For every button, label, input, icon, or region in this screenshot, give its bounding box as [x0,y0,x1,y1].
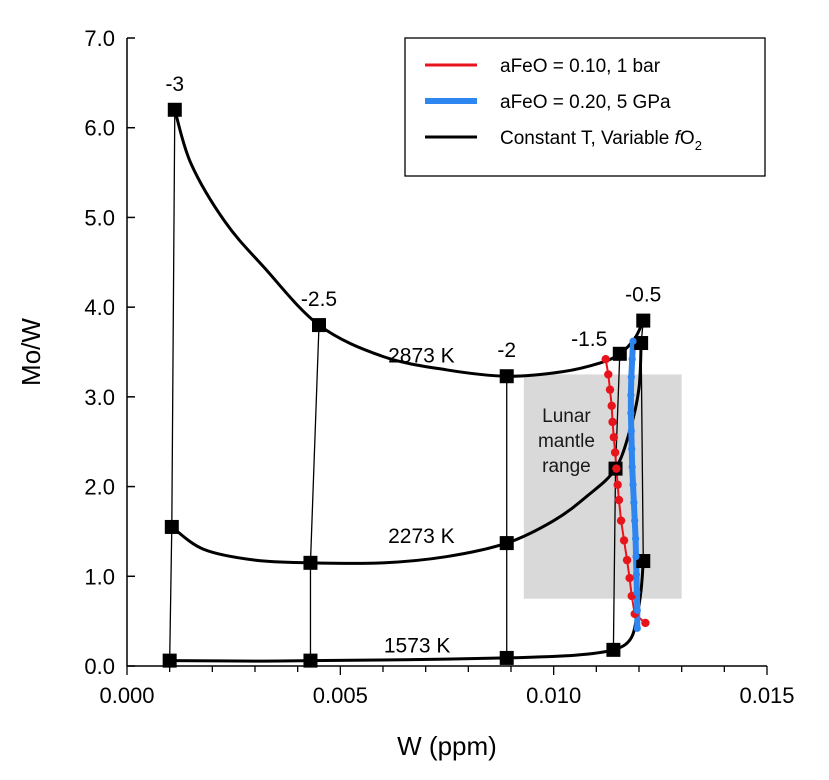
data-point-afeo-0-20 [628,355,636,363]
x-axis-title: W (ppm) [397,731,497,761]
legend-label: aFeO = 0.20, 5 GPa [500,92,671,113]
data-point-1573-k [606,642,621,657]
data-point-afeo-0-10 [616,516,626,525]
data-point-2273-k [164,519,179,534]
legend-label: aFeO = 0.10, 1 bar [500,56,661,77]
data-point-afeo-0-20 [627,409,635,417]
x-tick-label: 0.005 [313,683,368,708]
data-point-2873-k [167,102,182,117]
lunar-mantle-range-box [523,374,682,599]
y-tick-label: 7.0 [84,26,115,51]
data-point-afeo-0-20 [627,373,635,381]
data-point-2273-k [303,555,318,570]
data-point-afeo-0-20 [630,499,638,507]
data-point-afeo-0-10 [614,495,624,505]
data-point-afeo-0-20 [632,552,640,561]
data-point-afeo-0-20 [628,463,636,471]
series-line-3 [169,109,176,662]
data-point-afeo-0-20 [627,427,635,435]
legend: aFeO = 0.10, 1 bar aFeO = 0.20, 5 GPa Cons… [404,37,766,177]
y-tick-label: 0.0 [84,654,115,679]
legend-label: Constant T, Variable fO2 [500,128,702,153]
x-tick-label: 0.010 [526,683,581,708]
region-label-line: Lunar [542,406,591,427]
data-point-2273-k [499,536,514,551]
legend-label-part: Constant T, Variable [500,128,675,149]
data-point-afeo-0-10 [608,417,617,427]
annotation-0-5: -0.5 [625,284,661,307]
y-tick-label: 1.0 [84,564,115,589]
y-tick-label: 4.0 [84,295,115,320]
data-point-afeo-0-20 [629,481,637,489]
data-point-2873-k [312,318,326,333]
annotation-2-5: -2.5 [301,288,337,311]
data-point-afeo-0-10 [619,536,629,545]
data-point-afeo-0-20 [632,570,641,579]
data-point-afeo-0-20 [627,391,635,399]
data-point-afeo-0-10 [625,573,634,583]
data-point-2873-k [636,313,651,328]
legend-label-part: f [675,128,682,149]
data-point-2273-k [634,336,649,351]
x-tick-label: 0.015 [739,683,794,708]
data-point-afeo-0-10 [612,464,621,473]
marker-layer [162,102,651,668]
data-point-1573-k [162,653,177,668]
lunar-mantle-range-label: Lunar mantle range [538,406,595,477]
data-point-afeo-0-10 [604,370,613,379]
legend-label-sub: 2 [695,138,702,153]
annotation-2: -2 [497,339,516,362]
y-tick-label: 5.0 [84,205,115,230]
axes: 0.0 1.0 2.0 3.0 4.0 5.0 6.0 7.0 0.000 0.005 0.010 0… [16,26,795,761]
data-point-afeo-0-10 [609,433,619,442]
data-point-afeo-0-20 [633,624,641,632]
data-point-afeo-0-10 [613,480,622,489]
data-point-2873-k [612,346,627,361]
data-point-afeo-0-10 [622,555,632,565]
series-line-2-5 [309,324,320,662]
data-point-afeo-0-10 [641,618,650,628]
annotation-2273-k: 2273 K [388,525,455,548]
data-point-afeo-0-20 [628,445,636,453]
x-tick-label: 0.000 [99,683,154,708]
annotation-2873-k: 2873 K [388,345,455,368]
annotation-layer: -3 -2.5 -2 -1.5 -0.5 2873 K 2273 K 1573 K [165,73,661,658]
region-label-line: mantle [538,431,595,452]
y-tick-label: 3.0 [84,385,115,410]
data-point-1573-k [303,653,318,668]
data-point-afeo-0-10 [601,354,610,364]
legend-label-part: O [680,128,695,149]
annotation-1573-k: 1573 K [384,634,451,657]
y-tick-label: 6.0 [84,116,115,141]
data-point-afeo-0-20 [633,588,641,597]
data-point-1573-k [499,650,514,665]
data-point-1573-k [636,554,651,569]
y-axis-title: Mo/W [16,318,46,386]
data-point-afeo-0-10 [605,385,615,394]
legend-box [404,37,766,177]
y-tick-label: 2.0 [84,475,115,500]
lunar-mantle-range-region: Lunar mantle range [523,374,682,599]
data-point-afeo-0-20 [629,337,637,345]
annotation-1-5: -1.5 [571,328,607,351]
data-point-afeo-0-10 [610,448,620,457]
data-point-afeo-0-20 [631,517,639,525]
data-point-2873-k [499,369,514,384]
data-point-afeo-0-20 [631,535,640,543]
region-label-line: range [542,456,591,477]
annotation-3: -3 [165,73,184,96]
data-point-afeo-0-20 [633,606,641,614]
data-point-afeo-0-10 [607,401,616,411]
